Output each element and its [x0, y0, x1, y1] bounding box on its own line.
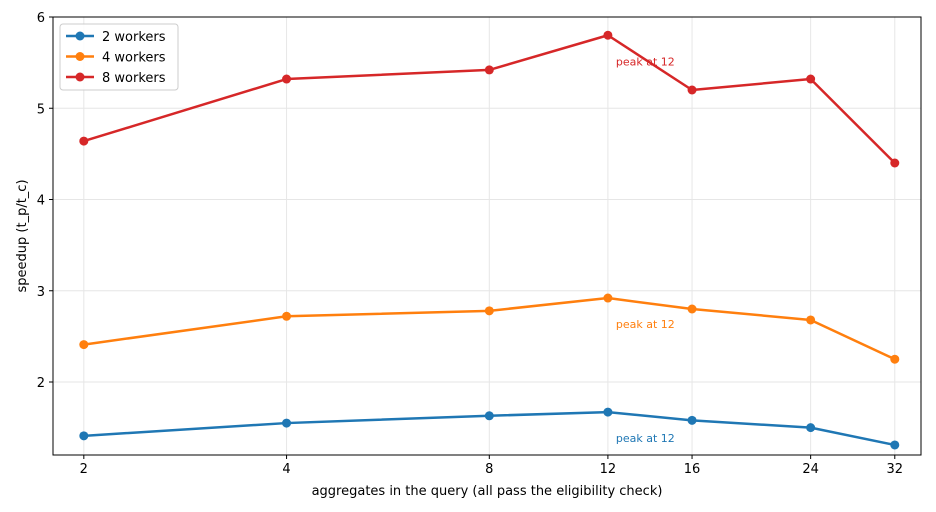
y-axis-label: speedup (t_p/t_c) [15, 179, 30, 292]
data-point [484, 65, 494, 75]
legend-label: 8 workers [102, 71, 166, 86]
legend-label: 4 workers [102, 51, 166, 66]
data-point [890, 440, 900, 450]
grid-lines [53, 16, 921, 455]
data-point [79, 340, 89, 350]
data-point [687, 85, 697, 95]
data-point [282, 418, 292, 428]
data-point [806, 74, 816, 84]
data-point [603, 407, 613, 417]
data-point [79, 136, 89, 146]
series-lines: peak at 12 peak at 12 peak at 12 [79, 30, 900, 450]
data-point [484, 306, 494, 316]
x-tick-label: 2 [80, 462, 88, 477]
data-point [806, 423, 816, 433]
data-point [687, 415, 697, 425]
x-tick-label: 8 [485, 462, 493, 477]
data-point [484, 411, 494, 421]
data-point [603, 30, 613, 40]
data-point [890, 354, 900, 364]
legend-marker [75, 31, 85, 41]
x-tick-label: 24 [802, 462, 819, 477]
legend: 2 workers 4 workers 8 workers [59, 23, 179, 91]
y-tick-label: 3 [37, 285, 45, 300]
legend-marker [75, 52, 85, 61]
x-tick-label: 4 [282, 462, 290, 477]
x-tick-label: 16 [684, 462, 701, 477]
peak-annotation: peak at 12 [616, 55, 675, 68]
data-point [687, 304, 697, 314]
data-point [79, 431, 89, 441]
plot-frame [52, 16, 922, 456]
y-tick-label: 6 [37, 11, 45, 26]
legend-label: 2 workers [102, 30, 166, 45]
x-tick-label: 32 [887, 462, 904, 477]
data-point [806, 315, 816, 325]
y-tick-label: 4 [37, 194, 45, 209]
y-tick-label: 5 [37, 102, 45, 117]
data-point [282, 74, 292, 84]
legend-box [59, 23, 179, 91]
x-tick-label: 12 [600, 462, 617, 477]
data-point [603, 293, 613, 303]
peak-annotation: peak at 12 [616, 318, 675, 331]
x-axis-label: aggregates in the query (all pass the el… [312, 484, 663, 499]
data-point [282, 311, 292, 321]
legend-marker [75, 72, 85, 82]
y-tick-label: 2 [37, 376, 45, 391]
peak-annotation: peak at 12 [616, 432, 675, 445]
data-point [890, 158, 900, 168]
